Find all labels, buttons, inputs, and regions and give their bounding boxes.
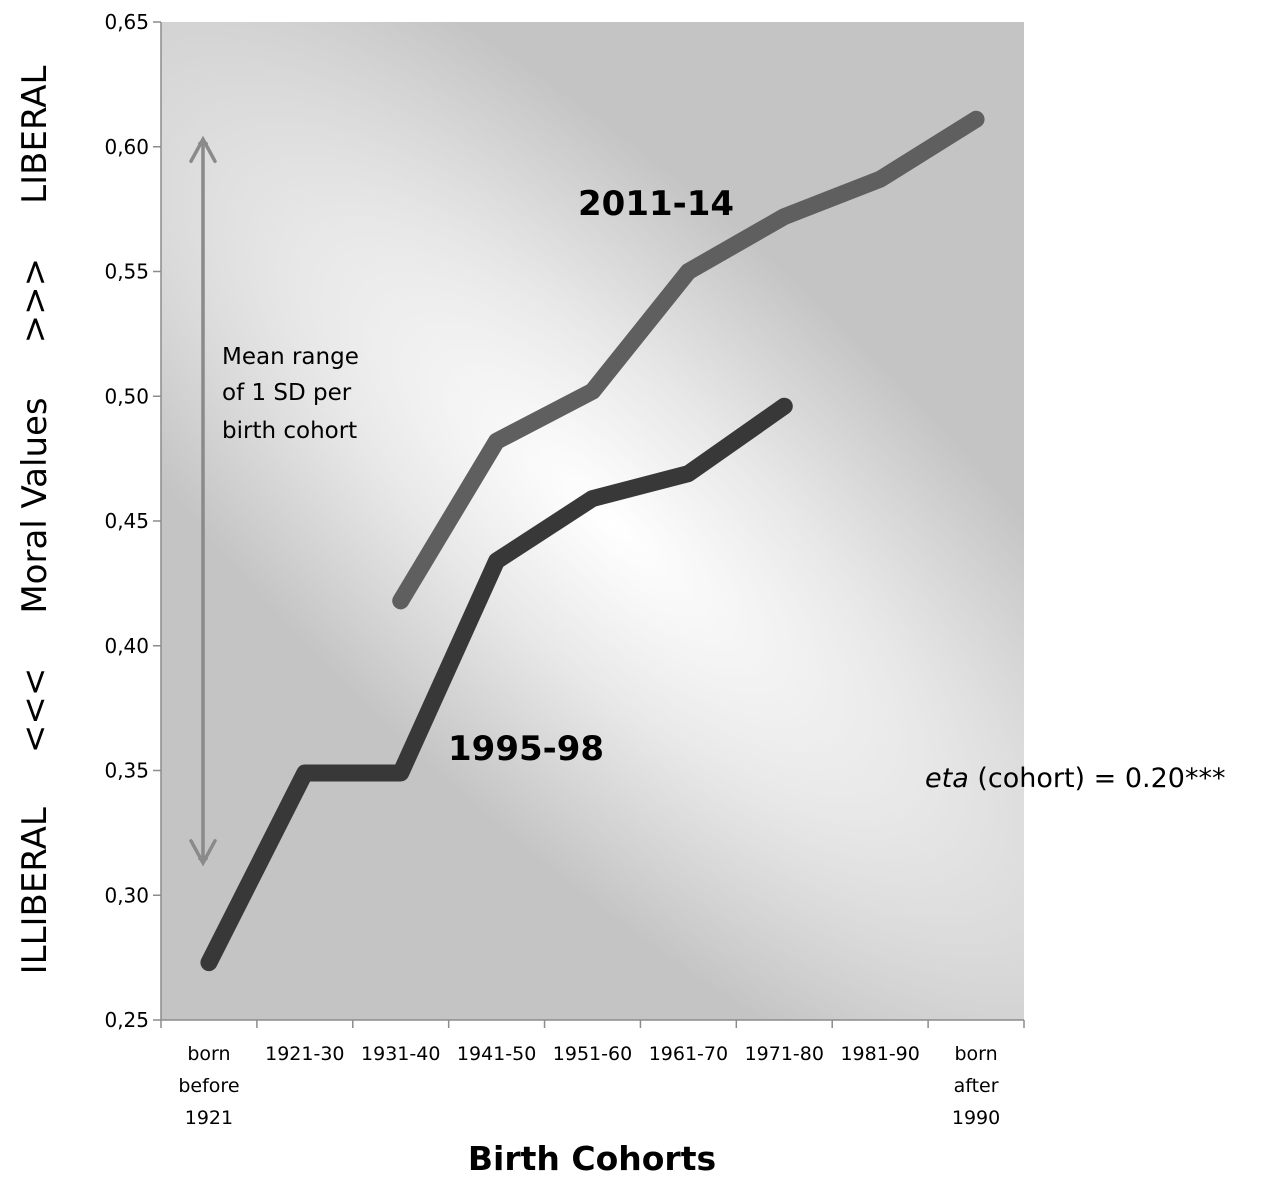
x-tick-label-line: 1921 [185,1107,233,1129]
x-tick-label: 1981-90 [840,1043,919,1065]
sd-note-line-3: birth cohort [222,418,357,444]
x-tick-label-line: before [178,1075,239,1097]
x-tick-label: 1941-50 [457,1043,536,1065]
y-tick-label: 0,25 [104,1008,149,1032]
eta-italic: eta [925,763,969,794]
x-tick-label: born after 1990 [952,1043,1000,1129]
y-tick-label: 0,60 [104,135,149,159]
x-tick-label-line: 1981-90 [840,1043,919,1065]
y-tick-label: 0,40 [104,634,149,658]
x-tick-label-line: 1931-40 [361,1043,440,1065]
sd-note-line-1: Mean range [222,344,359,370]
y-tick-label: 0,65 [104,10,149,34]
plot-background [161,22,1024,1020]
x-tick-label-line: 1921-30 [265,1043,344,1065]
sd-range-arrow [189,135,217,867]
x-tick-label-line: 1941-50 [457,1043,536,1065]
x-tick-label-line: born [954,1043,997,1065]
sd-note: Mean range of 1 SD per birth cohort [222,344,359,444]
y-tick-label: 0,55 [104,260,149,284]
x-tick-label: 1951-60 [553,1043,632,1065]
series-label-2011-14: 2011-14 [578,184,734,224]
eta-annotation: eta (cohort) = 0.20*** [925,763,1226,794]
sd-arrow-head-top [189,135,217,164]
x-axis-title: Birth Cohorts [468,1139,716,1178]
x-tick-label: born before 1921 [178,1043,239,1129]
series-line-1995-98 [200,397,793,972]
series-label-1995-98: 1995-98 [448,729,604,769]
x-tick-label-line: born [187,1043,230,1065]
x-tick-label: 1921-30 [265,1043,344,1065]
series-line-2011-14 [392,110,985,610]
sd-arrow-head-bottom [189,839,217,867]
y-tick-label: 0,50 [104,384,149,408]
eta-rest: (cohort) = 0.20*** [969,763,1226,794]
x-tick-label-line: 1990 [952,1107,1000,1129]
y-tick-label: 0,45 [104,509,149,533]
x-axis-ticks: born before 1921 1921-30 1931-40 1941-50 1951-… [160,1020,1025,1129]
y-axis-ticks: 0,25 0,30 0,35 0,40 0,45 0,50 0,55 0,60 0,65 [104,10,161,1032]
y-tick-label: 0,30 [104,883,149,907]
x-tick-label-line: 1961-70 [649,1043,728,1065]
x-tick-label: 1931-40 [361,1043,440,1065]
x-tick-label-line: 1951-60 [553,1043,632,1065]
y-tick-label: 0,35 [104,759,149,783]
series-lines [200,110,985,972]
x-tick-label-line: after [954,1075,999,1097]
x-tick-label-line: 1971-80 [745,1043,824,1065]
x-tick-label: 1961-70 [649,1043,728,1065]
x-tick-label: 1971-80 [745,1043,824,1065]
sd-note-line-2: of 1 SD per [222,380,352,406]
y-axis-title: ILLIBERAL <<< Moral Values >>> LIBERAL [15,66,55,975]
